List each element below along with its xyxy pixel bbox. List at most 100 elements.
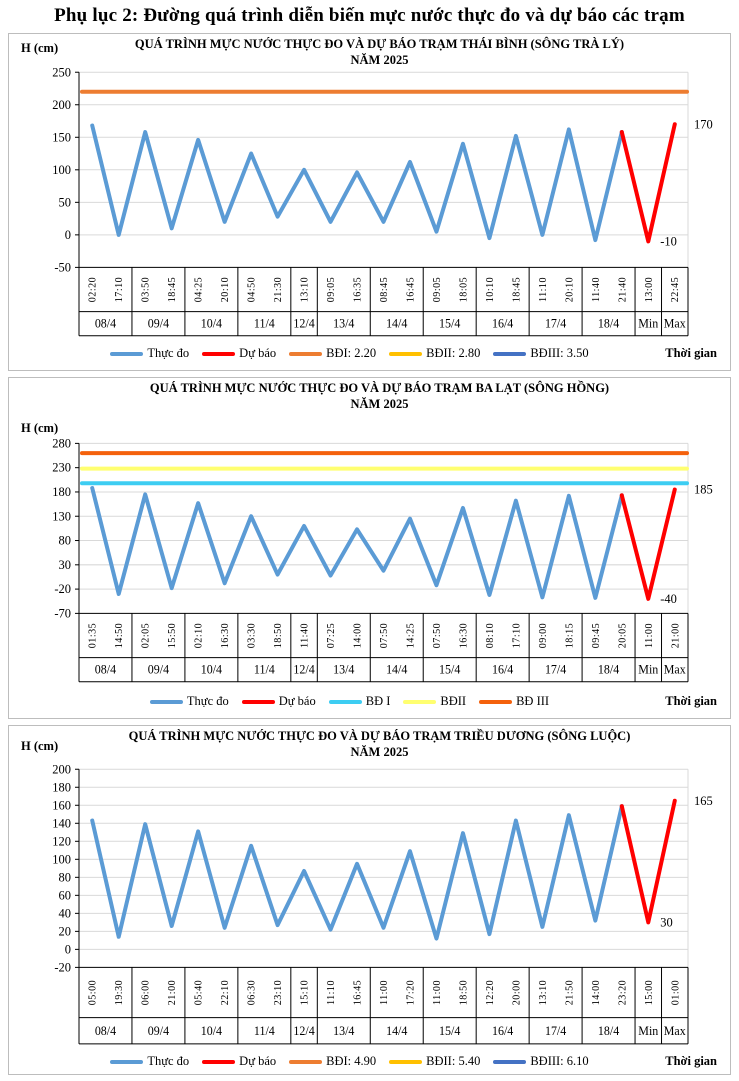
y-tick-label: 280 [52, 436, 71, 450]
legend-item-label: BĐII [440, 694, 467, 708]
chart-title: QUÁ TRÌNH MỰC NƯỚC THỰC ĐO VÀ DỰ BÁO TRẠ… [49, 37, 710, 68]
legend-item: BĐIII: 6.10 [493, 1054, 589, 1069]
time-tick-label: 10:10 [485, 277, 496, 302]
legend-item: BĐII: 5.40 [389, 1054, 480, 1069]
y-tick-label: 130 [52, 509, 71, 523]
y-tick-label: 0 [65, 228, 71, 242]
legend-line-swatch [289, 351, 323, 356]
chart-title-line1: QUÁ TRÌNH MỰC NƯỚC THỰC ĐO VÀ DỰ BÁO TRẠ… [149, 381, 610, 395]
time-tick-label: 18:45 [167, 277, 178, 302]
legend-line-swatch [479, 699, 513, 704]
legend-item-label: BĐI: 2.20 [326, 346, 377, 360]
legend-item-label: Dự báo [239, 1054, 277, 1068]
y-tick-label: 40 [59, 906, 71, 920]
date-label: 09/4 [148, 317, 169, 331]
chart-card-trieu-duong: QUÁ TRÌNH MỰC NƯỚC THỰC ĐO VÀ DỰ BÁO TRẠ… [8, 725, 731, 1075]
date-label: Min [638, 1024, 658, 1038]
date-label: 09/4 [148, 663, 169, 677]
legend-line-swatch [493, 1059, 527, 1064]
time-tick-label: 04:25 [194, 277, 205, 302]
time-tick-label: 16:35 [353, 277, 364, 302]
time-tick-label: 07:25 [326, 623, 337, 648]
y-tick-label: -20 [54, 582, 71, 596]
y-tick-label: -70 [54, 606, 71, 620]
chart-title-line2: NĂM 2025 [350, 396, 409, 411]
legend-item: BĐI: 4.90 [289, 1054, 376, 1069]
time-tick-label: 04:50 [247, 277, 258, 302]
date-label: 09/4 [148, 1024, 169, 1038]
data-label-min: -10 [660, 234, 677, 248]
legend-item: BĐ III [479, 694, 549, 709]
time-tick-label: 13:00 [644, 277, 655, 302]
legend-item: BĐII [403, 694, 466, 709]
legend-item: BĐIII: 3.50 [493, 346, 589, 361]
y-tick-label: 80 [59, 534, 71, 548]
date-label: 15/4 [439, 317, 460, 331]
chart-card-ba-lat: QUÁ TRÌNH MỰC NƯỚC THỰC ĐO VÀ DỰ BÁO TRẠ… [8, 377, 731, 719]
legend-item: Dự báo [241, 694, 316, 709]
date-label: 18/4 [598, 1024, 619, 1038]
time-axis-title: Thời gian [665, 1054, 717, 1068]
time-tick-label: 19:30 [114, 980, 125, 1005]
date-label: Max [664, 1024, 686, 1038]
y-tick-label: 60 [59, 888, 71, 902]
time-tick-label: 20:10 [220, 277, 231, 302]
date-label: 18/4 [598, 317, 619, 331]
chart-title-line2: NĂM 2025 [350, 52, 409, 67]
time-tick-label: 05:40 [194, 980, 205, 1005]
series-line [90, 123, 624, 243]
time-tick-label: 14:00 [353, 623, 364, 648]
date-label: 14/4 [386, 1024, 407, 1038]
time-tick-label: 02:10 [194, 623, 205, 648]
y-tick-label: 200 [52, 762, 71, 776]
data-label-max: 165 [694, 794, 713, 808]
time-tick-label: 15:50 [167, 623, 178, 648]
date-label: 12/4 [293, 317, 314, 331]
series-line [619, 487, 677, 601]
legend-item: BĐII: 2.80 [389, 346, 480, 361]
legend-item-label: BĐII: 2.80 [426, 346, 481, 360]
legend-line-swatch [493, 351, 527, 356]
time-tick-label: 16:45 [406, 277, 417, 302]
time-tick-label: 03:30 [247, 623, 258, 648]
time-tick-label: 22:45 [670, 277, 681, 302]
time-tick-label: 08:45 [379, 277, 390, 302]
legend-line-swatch [328, 699, 362, 704]
legend-line-swatch [202, 1059, 236, 1064]
time-tick-label: 06:00 [141, 980, 152, 1005]
y-tick-label: 160 [52, 798, 71, 812]
series-line [619, 798, 677, 925]
time-tick-label: 07:50 [379, 623, 390, 648]
date-label: 17/4 [545, 1024, 566, 1038]
y-tick-label: 250 [52, 65, 71, 79]
legend-item: BĐI: 2.20 [289, 346, 376, 361]
time-tick-label: 02:20 [88, 277, 99, 302]
legend-line-swatch [110, 351, 144, 356]
legend-item: Thực đo [149, 694, 229, 709]
y-tick-label: -20 [54, 960, 71, 974]
chart-title: QUÁ TRÌNH MỰC NƯỚC THỰC ĐO VÀ DỰ BÁO TRẠ… [49, 729, 710, 760]
legend-item-label: BĐI: 4.90 [326, 1054, 377, 1068]
time-tick-label: 14:50 [114, 623, 125, 648]
time-tick-label: 11:00 [644, 623, 655, 648]
date-label: 14/4 [386, 663, 407, 677]
legend-line-swatch [110, 1059, 144, 1064]
y-tick-label: 120 [52, 834, 71, 848]
legend: Thực đo Dự báo BĐI: 2.20 BĐII: 2.80 BĐIII: 3… [55, 346, 644, 361]
time-tick-label: 18:50 [458, 980, 469, 1005]
legend-item-label: BĐII: 5.40 [426, 1054, 481, 1068]
y-tick-label: 180 [52, 485, 71, 499]
date-label: 16/4 [492, 663, 513, 677]
time-tick-label: 15:00 [644, 980, 655, 1005]
time-tick-label: 21:00 [670, 623, 681, 648]
chart-title: QUÁ TRÌNH MỰC NƯỚC THỰC ĐO VÀ DỰ BÁO TRẠ… [49, 381, 710, 412]
time-tick-label: 18:15 [564, 623, 575, 648]
time-tick-label: 09:05 [432, 277, 443, 302]
date-label: 08/4 [95, 317, 116, 331]
series-line [90, 486, 624, 600]
date-label: 11/4 [254, 663, 275, 677]
time-tick-label: 21:40 [617, 277, 628, 302]
legend: Thực đo Dự báo BĐI: 4.90 BĐII: 5.40 BĐIII: 6… [55, 1054, 644, 1069]
y-tick-label: 50 [59, 195, 71, 209]
legend-item: Thực đo [110, 346, 189, 361]
